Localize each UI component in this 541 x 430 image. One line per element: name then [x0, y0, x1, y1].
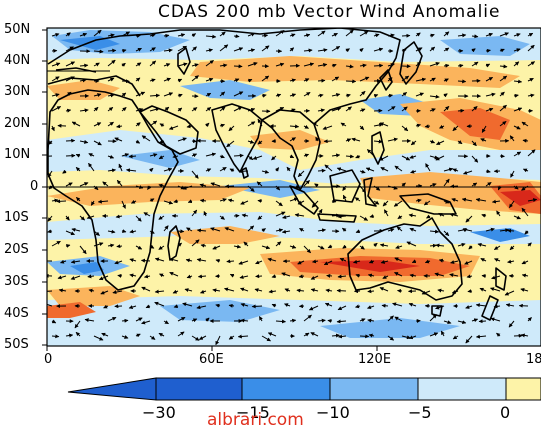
- wind-vector: [382, 305, 388, 306]
- wind-vector: [136, 35, 140, 36]
- colorbar-label: −10: [316, 403, 350, 422]
- wind-vector: [129, 156, 136, 157]
- longitude-label: 60E: [199, 352, 224, 367]
- wind-vector: [141, 260, 150, 261]
- wind-vector: [117, 246, 122, 247]
- wind-vector: [234, 216, 239, 217]
- longitude-label: 18: [526, 352, 541, 367]
- latitude-label: 0: [30, 179, 70, 194]
- latitude-label: 30S: [4, 274, 44, 289]
- colorbar-segment: [156, 378, 242, 400]
- wind-vector: [368, 291, 374, 292]
- wind-vector: [276, 321, 286, 322]
- latitude-label: 50S: [4, 337, 44, 352]
- wind-vector: [239, 171, 248, 172]
- wind-vector: [178, 231, 184, 232]
- wind-vector: [229, 305, 234, 306]
- wind-vector: [252, 306, 262, 307]
- wind-vector: [318, 80, 325, 81]
- colorbar-arrow: [68, 378, 156, 400]
- wind-vector: [258, 201, 262, 202]
- colorbar-label: 0: [500, 403, 510, 422]
- wind-vector: [238, 336, 248, 337]
- wind-vector: [337, 291, 346, 292]
- wind-vector: [479, 321, 486, 322]
- wind-vector: [234, 66, 242, 67]
- wind-vector: [118, 275, 122, 276]
- wind-vector: [327, 276, 332, 277]
- wind-vector: [458, 81, 466, 82]
- wind-vector: [346, 81, 356, 82]
- wind-vector: [472, 36, 478, 37]
- wind-vector: [458, 65, 463, 66]
- wind-vector: [234, 36, 239, 37]
- wind-vector: [234, 155, 243, 156]
- wind-vector: [508, 231, 514, 232]
- colorbar-segment: [506, 378, 541, 400]
- colorbar-label: −5: [408, 403, 432, 422]
- wind-vector: [318, 320, 325, 321]
- latitude-label: 20N: [4, 116, 44, 131]
- latitude-label: 40S: [4, 306, 44, 321]
- wind-vector: [346, 156, 354, 157]
- latitude-label: 50N: [4, 22, 44, 37]
- wind-vector: [66, 141, 75, 142]
- wind-vector: [108, 50, 116, 51]
- wind-vector: [318, 170, 325, 171]
- wind-vector: [256, 276, 262, 277]
- anomaly-region: [47, 296, 541, 346]
- wind-vector: [192, 141, 197, 142]
- wind-vector: [374, 65, 383, 66]
- wind-vector: [451, 186, 458, 187]
- longitude-label: 120E: [358, 352, 391, 367]
- wind-vector: [523, 140, 528, 141]
- colorbar-segment: [242, 378, 330, 400]
- wind-vector: [66, 156, 75, 157]
- colorbar-label: −30: [142, 403, 176, 422]
- colorbar-segment: [418, 378, 506, 400]
- latitude-label: 10S: [4, 210, 44, 225]
- wind-vector: [227, 261, 234, 262]
- wind-vector: [150, 95, 160, 96]
- wind-vector: [402, 36, 410, 37]
- wind-vector: [225, 186, 234, 187]
- watermark: albrari.com: [207, 410, 304, 430]
- latitude-label: 10N: [4, 147, 44, 162]
- wind-vector: [52, 336, 59, 337]
- latitude-label: 20S: [4, 242, 44, 257]
- colorbar-segment: [330, 378, 418, 400]
- colorbar: [68, 378, 541, 400]
- wind-vector: [122, 320, 128, 321]
- wind-vector: [200, 200, 206, 201]
- wind-vector: [198, 276, 206, 277]
- latitude-label: 40N: [4, 53, 44, 68]
- wind-vector: [458, 110, 464, 111]
- longitude-label: 0: [44, 352, 52, 367]
- latitude-label: 30N: [4, 84, 44, 99]
- wind-vector: [164, 35, 169, 36]
- wind-vector: [468, 291, 472, 292]
- wind-vector: [398, 291, 403, 292]
- wind-vector: [360, 336, 369, 337]
- wind-vector: [290, 126, 299, 127]
- wind-vector: [57, 201, 66, 202]
- wind-vector: [328, 320, 332, 321]
- wind-vector: [430, 245, 436, 246]
